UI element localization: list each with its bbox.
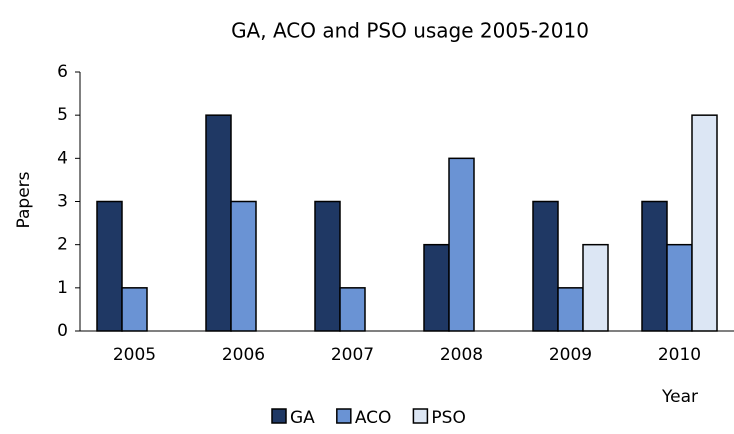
- legend-swatch: [271, 408, 287, 424]
- chart-title: GA, ACO and PSO usage 2005-2010: [231, 19, 589, 43]
- bar: [557, 287, 584, 332]
- bar: [230, 200, 257, 332]
- bar: [532, 200, 559, 332]
- legend-label: PSO: [431, 408, 465, 428]
- bar: [691, 114, 718, 332]
- x-tick-label: 2007: [331, 345, 374, 365]
- y-axis-label: Papers: [14, 171, 34, 228]
- x-axis-label: Year: [661, 387, 698, 407]
- bar: [96, 200, 123, 332]
- x-tick-label: 2009: [549, 345, 592, 365]
- y-tick-label: 3: [57, 192, 68, 212]
- y-tick-label: 5: [57, 105, 68, 125]
- x-tick-label: 2005: [113, 345, 156, 365]
- y-tick-label: 4: [57, 148, 68, 168]
- bar: [205, 114, 232, 332]
- legend-swatch: [336, 408, 352, 424]
- legend-label: GA: [290, 408, 315, 428]
- x-tick-label: 2006: [222, 345, 265, 365]
- bar: [666, 243, 693, 332]
- bar: [582, 243, 609, 332]
- y-tick-label: 6: [57, 62, 68, 82]
- bar: [448, 157, 475, 332]
- y-tick-label: 1: [57, 278, 68, 298]
- bar: [641, 200, 668, 332]
- bar: [339, 287, 366, 332]
- x-tick-label: 2008: [440, 345, 483, 365]
- x-tick-label: 2010: [658, 345, 701, 365]
- legend-label: ACO: [355, 408, 392, 428]
- bar: [121, 287, 148, 332]
- y-tick-label: 0: [57, 321, 68, 341]
- legend-swatch: [412, 408, 429, 424]
- bar: [314, 200, 341, 332]
- y-tick-label: 2: [57, 235, 68, 255]
- bar: [423, 243, 450, 332]
